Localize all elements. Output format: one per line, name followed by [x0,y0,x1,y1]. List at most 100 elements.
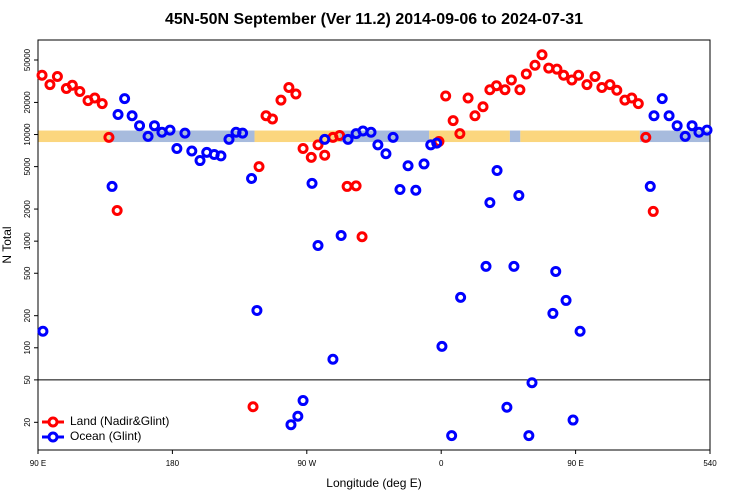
point [215,150,227,162]
y-tick-label: 1000 [23,232,32,250]
point [686,120,698,132]
point [671,120,683,132]
y-tick-label: 20 [23,417,32,426]
point [436,340,448,352]
point [305,151,317,163]
point [626,92,638,104]
point [292,410,304,422]
point [491,164,503,176]
y-tick-label: 100 [23,341,32,355]
point [520,68,532,80]
point [679,130,691,142]
point [380,148,392,160]
point [663,110,675,122]
point [513,190,525,202]
point [644,180,656,192]
point [297,395,309,407]
point [51,71,63,83]
point [112,109,124,121]
point [550,265,562,277]
point [341,180,353,192]
point [66,79,78,91]
point [237,127,249,139]
point [334,129,346,141]
x-axis-label: Longitude (deg E) [326,476,421,490]
y-tick-label: 500 [23,266,32,280]
point [171,142,183,154]
point [290,88,302,100]
point [253,161,265,173]
band-segment [639,130,710,143]
point [37,325,49,337]
point [505,74,517,86]
point [319,133,331,145]
point [440,90,452,102]
point [306,177,318,189]
point [558,69,570,81]
point [319,149,331,161]
x-tick-label: 90 W [297,459,316,468]
point [111,204,123,216]
point [266,113,278,125]
point [285,419,297,431]
point [490,80,502,92]
point [342,133,354,145]
point [402,160,414,172]
point [36,69,48,81]
y-tick-label: 5000 [23,157,32,175]
point [656,93,668,105]
point [74,86,86,98]
point [573,69,585,81]
point [134,120,146,132]
point [89,92,101,104]
point [312,240,324,252]
point [164,124,176,136]
y-tick-label: 10000 [23,123,32,146]
point [283,82,295,94]
x-tick-label: 0 [439,459,444,468]
point [547,307,559,319]
point [247,401,259,413]
point [469,110,481,122]
chart-title: 45N-50N September (Ver 11.2) 2014-09-06 … [165,11,583,28]
point [632,98,644,110]
point [589,71,601,83]
point [275,94,287,106]
point [574,325,586,337]
point [350,180,362,192]
point [480,260,492,272]
point [251,304,263,316]
x-tick-label: 90 E [567,459,583,468]
point [44,79,56,91]
point [477,101,489,113]
y-tick-label: 200 [23,308,32,322]
x-tick-label: 540 [703,459,717,468]
y-tick-label: 2000 [23,200,32,218]
band-segment [339,130,430,143]
point [647,205,659,217]
point [335,229,347,241]
point [526,377,538,389]
band-segment [520,130,640,143]
point [611,84,623,96]
point [431,137,443,149]
x-tick-label: 180 [166,459,180,468]
y-tick-label: 20000 [23,91,32,114]
point [297,142,309,154]
point [543,62,555,74]
band-segment [429,130,510,143]
band-segment [509,130,521,143]
point [484,197,496,209]
plot-frame [37,39,711,451]
point [394,184,406,196]
point [551,63,563,75]
point [126,110,138,122]
point [536,49,548,61]
point [418,158,430,170]
point [356,231,368,243]
point [186,145,198,157]
point [372,139,384,151]
legend-label: Land (Nadir&Glint) [70,414,169,428]
legend-marker [47,416,59,428]
band-segment [254,130,340,143]
